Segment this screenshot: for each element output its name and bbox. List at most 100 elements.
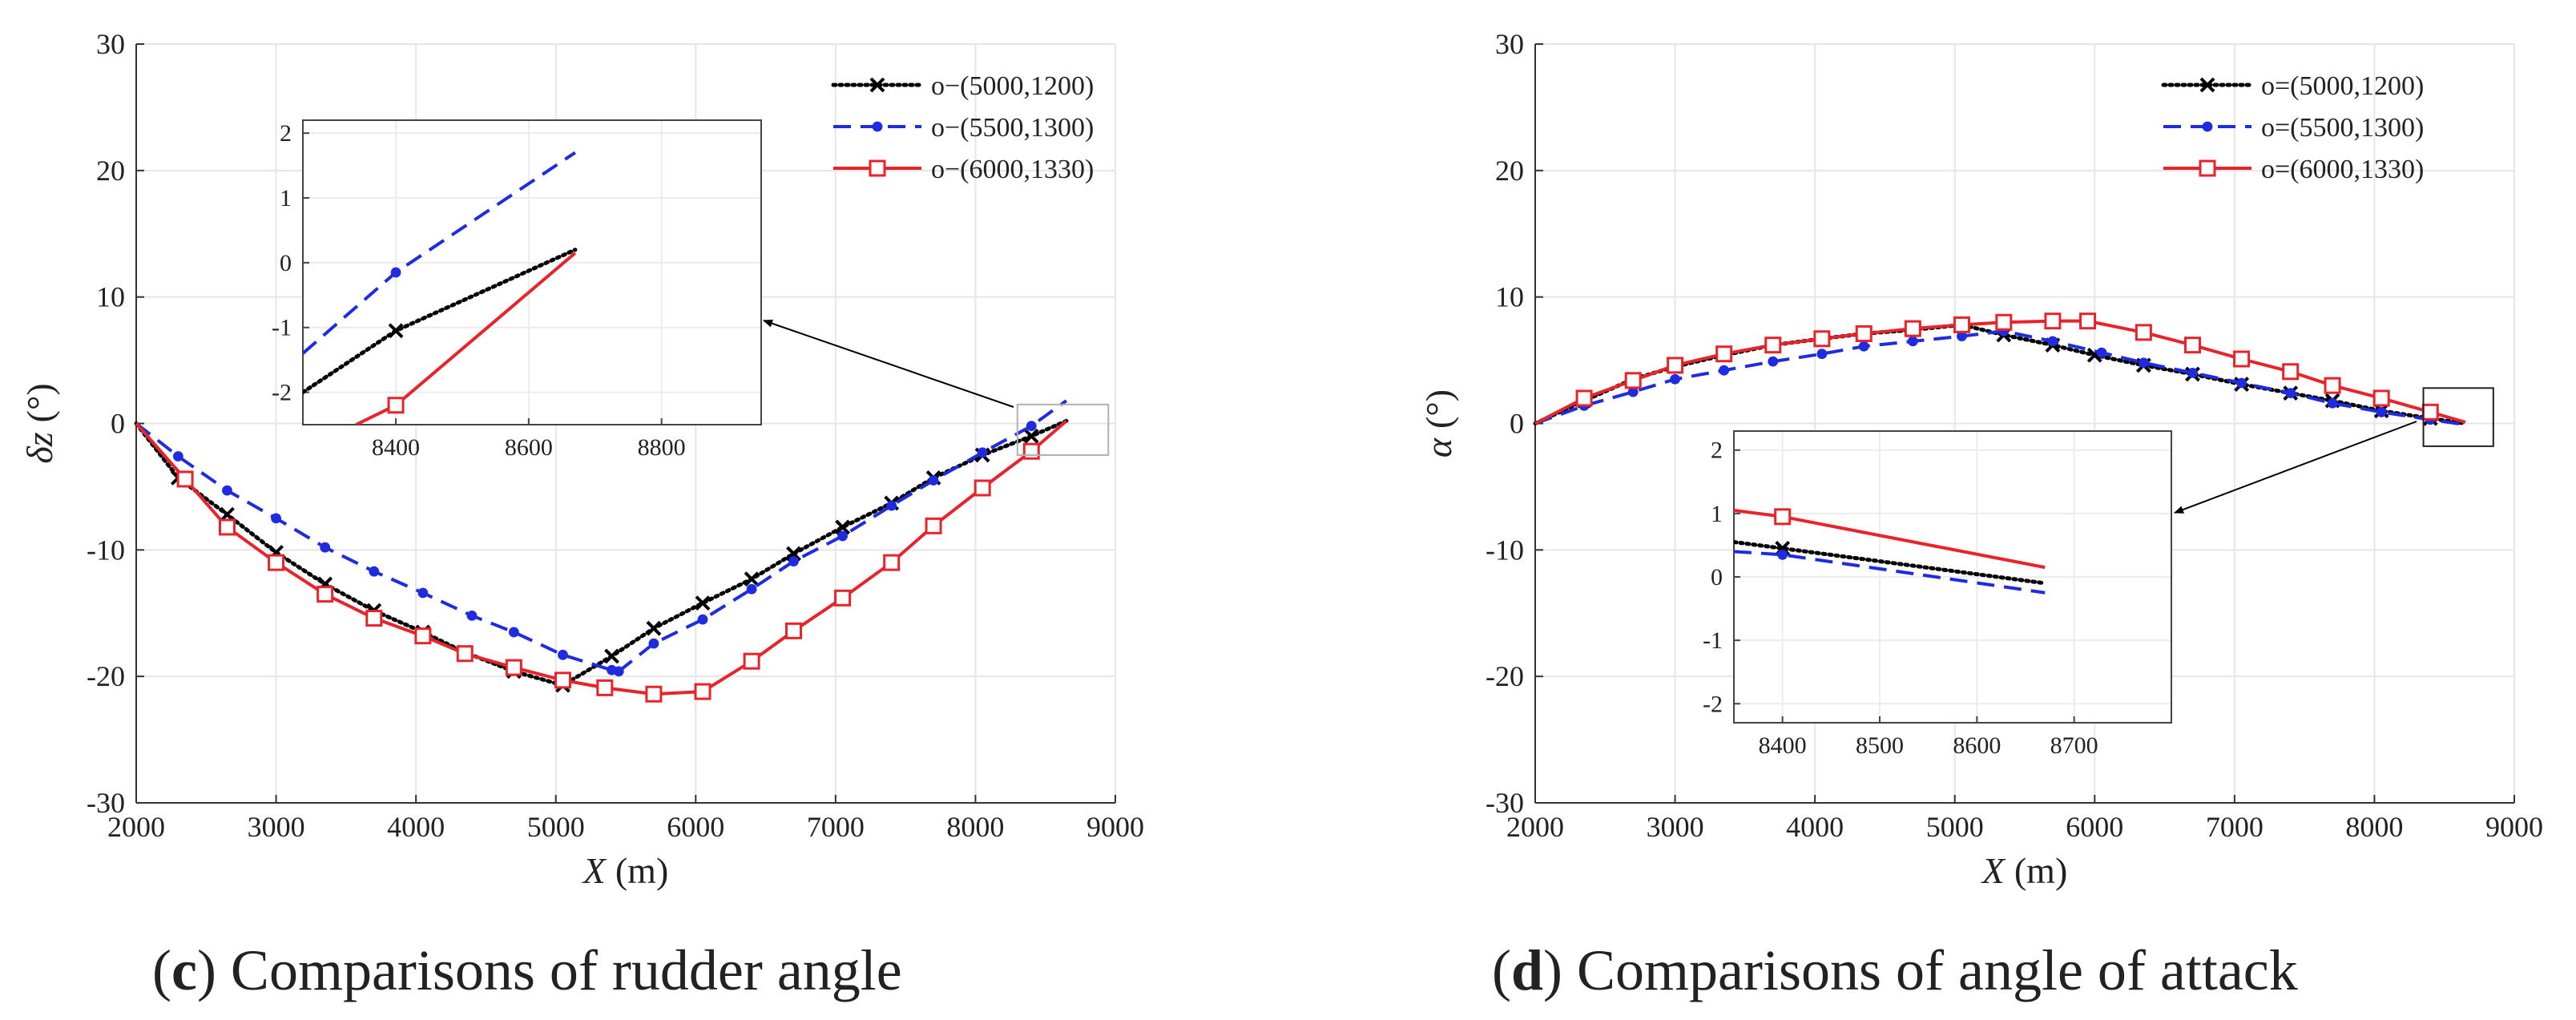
data-point [2372,389,2390,407]
data-point [1858,341,1869,352]
data-point [974,479,991,497]
inset-y-tick-label: -1 [1703,627,1723,654]
zoom-region-box [1016,403,1110,456]
data-point [456,645,474,663]
x-tick-label: 7000 [807,811,865,843]
y-tick-label: -30 [1486,787,1524,819]
x-tick-label: 9000 [2485,811,2543,843]
data-point [316,586,334,603]
data-point [2187,367,2198,378]
y-axis-label-symbol: δz [19,432,60,463]
x-tick-label: 5000 [1926,811,1984,843]
inset-y-tick-label: 1 [1711,501,1723,527]
data-point [369,566,380,577]
zoom-arrow [2174,421,2417,514]
caption-letter: c [171,938,197,1002]
y-tick-label: 30 [1495,28,1524,60]
inset-y-tick-label: -2 [1703,691,1723,717]
data-point [554,671,571,689]
inset-y-tick-label: 2 [280,120,292,147]
data-point [1768,356,1779,367]
inset-y-tick-label: -2 [272,380,292,406]
data-point [2233,350,2251,368]
series-line [135,399,1068,673]
data-point [2135,324,2152,341]
data-point [886,500,897,511]
data-point [2183,337,2201,354]
y-tick-label: 0 [1510,408,1524,440]
y-tick-label: 30 [96,28,125,60]
data-point [1715,345,1733,363]
inset-y-tick-label: 0 [280,250,292,276]
y-tick-label: 10 [1495,281,1524,313]
legend: o=(5000,1200) o=(5500,1300) o=(6000,1330) [2161,71,2424,184]
data-point [1627,386,1639,397]
data-point [1670,373,1680,385]
inset-x-tick-label: 8700 [2050,732,2098,759]
data-point [744,571,760,587]
data-point [414,627,432,645]
data-point [218,518,236,536]
data-point [883,554,901,571]
legend-label: o−(6000,1330) [931,155,1094,184]
data-point [1624,372,1642,389]
data-point [1957,331,1967,341]
data-point [928,475,939,486]
data-point [788,556,799,566]
data-point [697,614,708,625]
data-point [835,519,851,535]
inset-border [1733,430,2172,724]
legend-label: o=(5500,1300) [2261,113,2424,143]
legend: o−(5000,1200) o−(5500,1300) o−(6000,1330) [831,71,1094,184]
data-point [2421,403,2439,421]
zoom-region-box [2422,387,2494,447]
data-point [1995,313,2013,331]
data-point [2199,77,2215,93]
x-axis-label: X (m) [1981,850,2068,891]
y-axis-label-unit: (°) [19,383,60,422]
caption-text: ) Comparisons of rudder angle [197,938,902,1002]
data-point [2236,377,2247,389]
data-point [1907,336,1918,347]
x-axis-label-symbol: X [1981,850,2006,891]
data-point [1022,442,1040,460]
data-point [786,546,801,562]
inset-x-tick-label: 8800 [638,434,686,461]
data-point [2199,159,2216,177]
y-axis-label-symbol: α [1418,437,1459,458]
data-point [1575,389,1593,407]
data-point [2044,312,2062,330]
caption-letter: d [1511,938,1543,1002]
data-point [1719,365,1730,376]
x-tick-label: 7000 [2206,811,2264,843]
data-point [466,611,478,621]
panel-c-rudder-angle: 2000 3000 4000 5000 6000 7000 8000 9000-30-20-1… [19,28,1144,1002]
data-point [505,659,522,676]
data-point [2327,397,2338,409]
data-point [1774,508,1792,526]
series-3 [1534,312,2466,425]
data-point [2079,312,2097,330]
data-point [2324,377,2341,394]
y-axis-label-unit: (°) [1418,389,1459,429]
data-point [2376,406,2387,417]
inset-y-tick-label: 1 [280,185,292,212]
data-point [2202,121,2213,132]
inset-series-group [1734,508,2047,595]
data-point [558,649,568,660]
legend-label: o−(5500,1300) [931,113,1094,143]
data-point [977,447,988,458]
data-point [1813,330,1831,348]
x-axis-label-symbol: X [582,850,607,891]
legend-label: o=(6000,1330) [2261,155,2424,184]
data-point [1667,357,1684,374]
inset-y-tick-label: 2 [1711,437,1723,464]
data-point [2285,388,2296,399]
x-tick-label: 4000 [1786,811,1844,843]
y-tick-label: 10 [96,281,125,313]
inset-chart: 8400 8500 8600 8700 -2 -1 0 1 2 [1703,430,2172,759]
inset-x-tick-label: 8600 [505,434,553,461]
data-point [2138,357,2149,369]
data-point [1816,349,1828,360]
